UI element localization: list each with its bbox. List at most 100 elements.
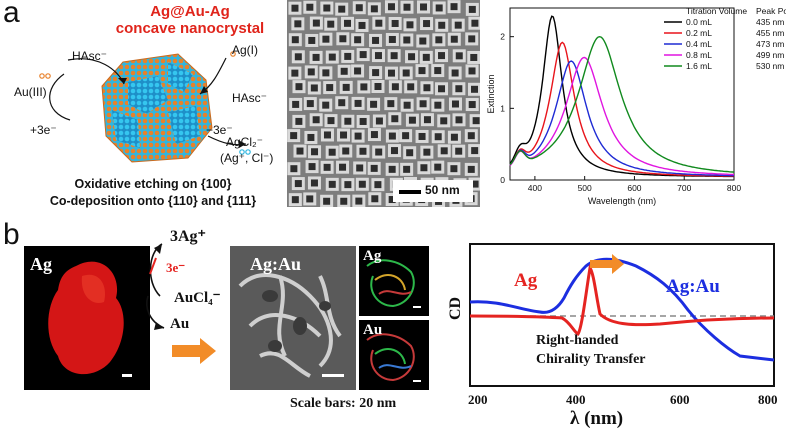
legend-series-name: 0.8 mL [686, 50, 712, 60]
sem-cube-hole [451, 69, 459, 77]
sem-cube-hole [403, 101, 411, 109]
orange-arrow-left [172, 338, 216, 364]
sem-cube-hole [438, 21, 446, 29]
sem-cube-hole [312, 116, 320, 124]
au-product: Au [170, 316, 190, 332]
sem-cube-hole [471, 85, 479, 93]
sem-cube-hole [375, 117, 383, 125]
sem-cube-hole [290, 132, 298, 140]
sem-cube-hole [344, 52, 352, 60]
ag-tomogram: Ag [24, 246, 150, 390]
panel-b-letter: b [3, 218, 20, 251]
sem-cube-hole [328, 53, 336, 61]
sem-cube-hole [467, 132, 475, 140]
sem-cube-hole [328, 180, 336, 188]
sem-cube-hole [391, 19, 399, 27]
cd-note-2: Chirality Transfer [536, 352, 646, 367]
sem-cube-hole [440, 117, 448, 125]
sem-cube-hole [471, 180, 479, 188]
sem-cube-hole [312, 19, 320, 27]
sem-cube-hole [387, 100, 395, 108]
sem-cube-hole [322, 101, 330, 109]
sem-cube-hole [359, 51, 367, 59]
sem-cube-hole [407, 83, 415, 91]
plot-frame [509, 7, 735, 181]
sem-cube-hole [423, 84, 431, 92]
eds-au-texture [366, 333, 421, 382]
ag-i-label: Ag(I) [232, 43, 259, 57]
sem-cube-hole [408, 53, 416, 61]
sem-cube-hole [418, 67, 426, 75]
sem-cube-hole [435, 36, 443, 44]
sem-cube-hole [344, 181, 352, 189]
sem-cube-hole [355, 4, 363, 12]
legend-title-2: Peak Position [756, 6, 786, 16]
x-tick-label: 600 [627, 183, 641, 193]
sem-cube-hole [388, 196, 396, 204]
x-axis-label: Wavelength (nm) [588, 196, 656, 206]
sem-cube-hole [387, 3, 395, 11]
sem-cube-hole [391, 83, 399, 91]
caption-line-2: Co-deposition onto {110} and {111} [49, 194, 257, 208]
sem-cube-hole [328, 148, 336, 156]
panel-a-letter: a [3, 0, 20, 29]
sem-cube-hole [322, 35, 330, 43]
cd-ag-series-label: Ag [514, 270, 538, 291]
sem-cube-hole [306, 3, 314, 11]
hasc-right-label: HAsc⁻ [232, 91, 268, 105]
sem-cube-hole [359, 147, 367, 155]
sem-cube-hole [291, 36, 299, 44]
agau-porous-texture [230, 246, 356, 390]
sem-cube-hole [419, 37, 427, 45]
cd-ylabel: CD [447, 297, 464, 320]
x-tick-label: 400 [528, 183, 542, 193]
sem-cube-hole [327, 20, 335, 28]
sem-cube-hole [291, 4, 299, 12]
sem-cube-hole [292, 100, 300, 108]
sem-cube-hole [374, 181, 382, 189]
sem-cube-hole [354, 67, 362, 75]
sem-cube-hole [338, 99, 346, 107]
sem-cube-hole [372, 36, 380, 44]
sem-cube-hole [354, 99, 362, 107]
sem-scale-label: 50 nm [425, 183, 460, 197]
legend-series-name: 0.0 mL [686, 17, 712, 27]
sem-cube-hole [323, 4, 331, 12]
sem-cube-hole [403, 3, 411, 11]
series-line [509, 56, 734, 176]
sem-cube-hole [370, 100, 378, 108]
caption-line-1: Oxidative etching on {100} [74, 177, 232, 191]
sem-cube-hole [388, 35, 396, 43]
sem-cube-hole [438, 85, 446, 93]
sem-cube-hole [307, 68, 315, 76]
legend-peak-position: 499 nm [756, 50, 784, 60]
nanocrystal-schematic [39, 51, 251, 163]
sem-cube-hole [450, 133, 458, 141]
sem-cube-hole [374, 83, 382, 91]
sem-cube-hole [418, 132, 426, 140]
sem-cube-hole [455, 147, 463, 155]
sem-cube-hole [354, 132, 362, 140]
sem-cube-hole [294, 20, 302, 28]
sem-cube-hole [403, 165, 411, 173]
sem-cube-hole [307, 133, 315, 141]
sem-cube-hole [434, 101, 442, 109]
sem-cube-hole [370, 5, 378, 13]
legend-title: Titration Volume [686, 6, 747, 16]
hasc-top-label: HAsc⁻ [72, 49, 108, 63]
sem-cube-hole [356, 164, 364, 172]
sem-cube-hole [455, 52, 463, 60]
sem-cube-hole [344, 19, 352, 27]
sem-cube-hole [344, 117, 352, 125]
sem-cube-hole [310, 84, 318, 92]
sem-cube-hole [438, 52, 446, 60]
sem-cube-hole [342, 83, 350, 91]
sem-cube-hole [434, 133, 442, 141]
sem-cube-hole [435, 4, 443, 12]
sem-cube-hole [322, 69, 330, 77]
sem-cube-hole [403, 36, 411, 44]
sem-cube-hole [306, 100, 314, 108]
sem-cube-hole [468, 35, 476, 43]
eds-map-ag: Ag [359, 246, 429, 316]
sem-cube-hole [402, 69, 410, 77]
